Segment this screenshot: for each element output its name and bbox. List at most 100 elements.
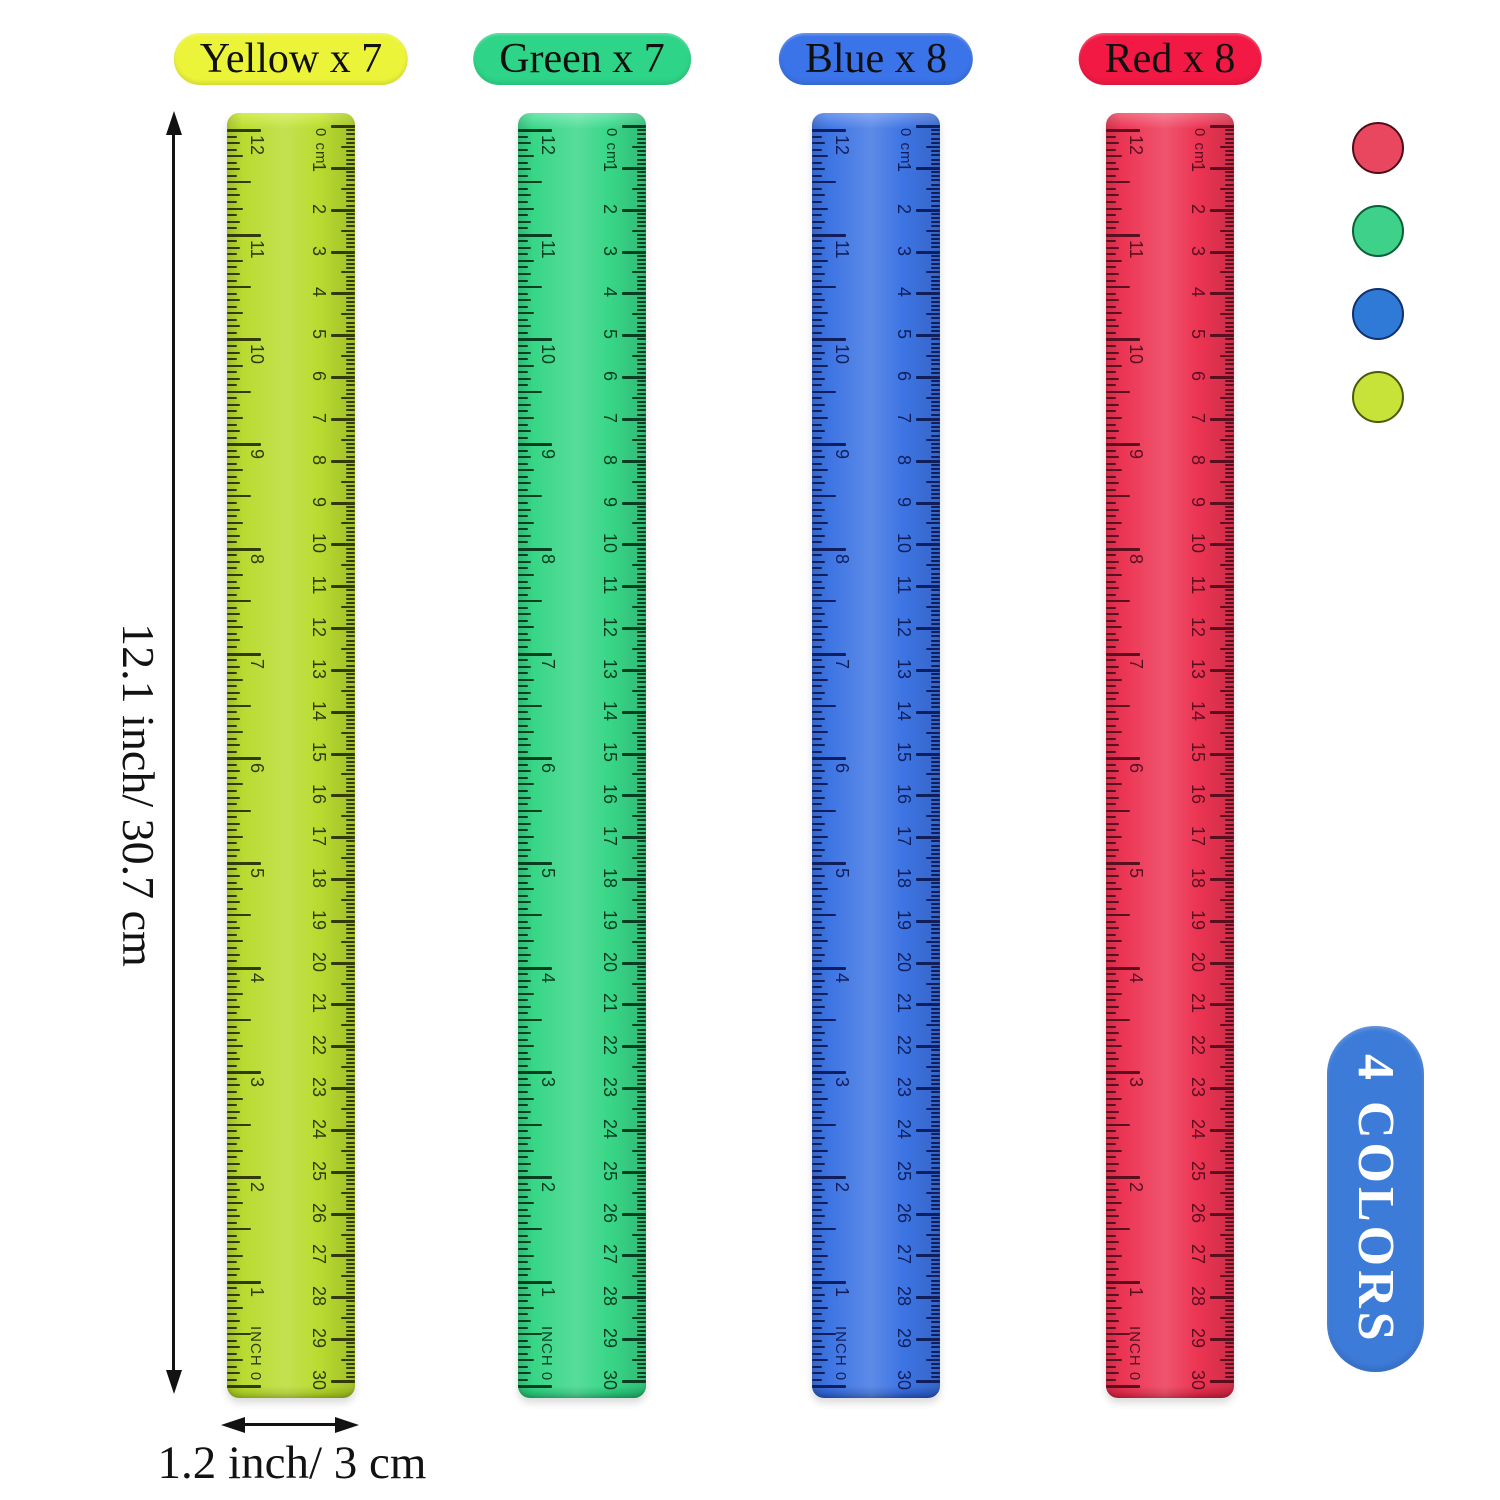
- cm-tick: [931, 1325, 940, 1328]
- cm-tick: [931, 714, 940, 717]
- ruler-number: 8: [538, 553, 558, 564]
- inch-tick: [227, 508, 240, 511]
- inch-tick: [1106, 731, 1122, 733]
- cm-tick: [346, 1375, 355, 1378]
- inch-tick: [227, 698, 237, 701]
- inch-tick: [1106, 619, 1116, 622]
- cm-tick: [1225, 1124, 1234, 1127]
- inch-tick: [518, 1320, 531, 1322]
- cm-tick: [622, 1338, 646, 1342]
- cm-tick: [1225, 765, 1234, 767]
- ruler-number: INCH 0: [538, 1326, 555, 1382]
- cm-tick: [637, 463, 646, 466]
- inch-tick: [812, 423, 822, 426]
- cm-tick: [637, 601, 646, 604]
- cm-tick: [1210, 501, 1234, 505]
- cm-tick: [346, 1237, 355, 1240]
- inch-tick: [1106, 816, 1116, 819]
- inch-tick: [812, 246, 825, 249]
- cm-tick: [931, 1082, 940, 1085]
- ruler-number: 21: [894, 993, 914, 1014]
- inch-tick: [1106, 129, 1140, 132]
- inch-tick: [227, 835, 243, 838]
- height-dimension-label: 12.1 inch/ 30.7 cm: [113, 623, 164, 967]
- cm-tick: [637, 154, 646, 157]
- inch-tick: [1106, 960, 1116, 963]
- cm-tick: [931, 497, 940, 500]
- cm-tick: [637, 915, 646, 918]
- inch-tick: [1106, 475, 1116, 478]
- cm-tick: [637, 472, 646, 475]
- cm-tick: [1225, 702, 1234, 705]
- cm-tick: [637, 451, 646, 454]
- inch-tick: [812, 1365, 822, 1368]
- cm-tick: [637, 723, 646, 726]
- inch-tick: [812, 717, 825, 720]
- inch-tick: [227, 574, 243, 576]
- inch-tick: [227, 403, 240, 406]
- ruler-number: 29: [894, 1328, 914, 1349]
- cm-tick: [1225, 509, 1234, 512]
- cm-tick: [931, 890, 940, 893]
- cm-tick: [622, 836, 646, 840]
- cm-tick: [931, 622, 940, 625]
- inch-tick: [518, 632, 528, 635]
- cm-tick: [1225, 284, 1234, 286]
- cm-tick: [346, 409, 355, 412]
- inch-tick: [227, 1058, 240, 1061]
- inch-tick: [227, 606, 237, 609]
- inch-tick: [227, 1130, 237, 1133]
- inch-tick: [518, 1385, 552, 1389]
- inch-tick: [812, 534, 825, 537]
- cm-tick: [1225, 1304, 1234, 1307]
- cm-tick: [1225, 484, 1234, 487]
- cm-tick: [637, 330, 646, 332]
- cm-tick: [637, 806, 646, 809]
- inch-tick: [518, 168, 531, 171]
- inch-tick: [1106, 822, 1119, 825]
- cm-tick: [637, 798, 646, 801]
- cm-tick: [1225, 325, 1234, 328]
- ruler-number: 14: [309, 700, 329, 721]
- inch-tick: [1106, 1162, 1119, 1165]
- inch-tick: [518, 1313, 528, 1316]
- cm-tick: [1220, 271, 1234, 274]
- cm-tick: [926, 522, 940, 525]
- cm-tick: [931, 455, 940, 458]
- inch-tick: [518, 1038, 528, 1041]
- cm-tick: [331, 166, 355, 170]
- inch-tick: [812, 940, 828, 943]
- cm-tick: [1225, 785, 1234, 788]
- inch-tick: [812, 1058, 825, 1061]
- inch-tick: [227, 973, 237, 976]
- cm-tick: [1225, 212, 1234, 215]
- inch-tick: [227, 776, 237, 779]
- inch-tick: [518, 744, 531, 747]
- inch-tick: [227, 240, 237, 243]
- cm-tick: [1225, 426, 1234, 429]
- cm-tick: [931, 995, 940, 998]
- cm-tick: [931, 1154, 940, 1156]
- ruler-number: 8: [894, 454, 914, 465]
- cm-tick: [916, 961, 940, 965]
- cm-tick: [331, 877, 355, 881]
- inch-tick: [518, 436, 528, 439]
- cm-tick: [637, 886, 646, 889]
- inch-tick: [518, 443, 552, 447]
- inch-tick: [227, 528, 237, 531]
- inch-tick: [227, 502, 237, 504]
- inch-tick: [227, 842, 237, 845]
- inch-tick: [518, 724, 528, 727]
- inch-tick: [1106, 443, 1140, 447]
- ruler-number: 3: [600, 245, 620, 256]
- inch-tick: [518, 717, 531, 720]
- cm-tick: [346, 1258, 355, 1261]
- cm-tick: [632, 1149, 646, 1152]
- cm-tick: [1210, 1254, 1234, 1258]
- ruler-number: 11: [1126, 239, 1146, 259]
- inch-tick: [1106, 626, 1122, 629]
- inch-tick: [812, 1359, 828, 1362]
- inch-tick: [227, 1162, 240, 1165]
- inch-tick: [812, 1306, 828, 1309]
- inch-tick: [227, 992, 243, 995]
